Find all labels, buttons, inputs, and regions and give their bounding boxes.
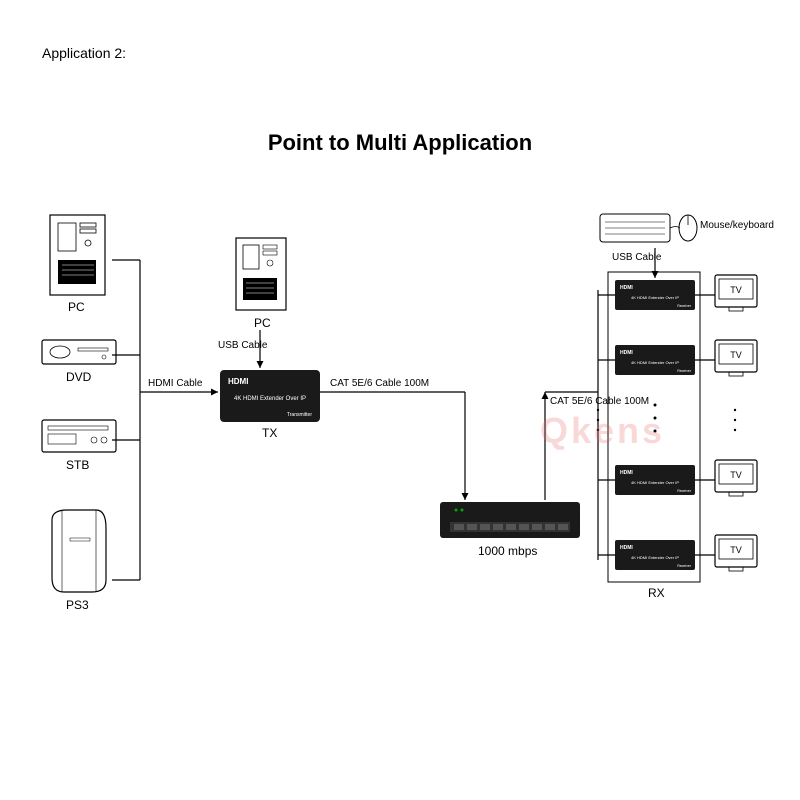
rx-label: RX	[648, 586, 665, 600]
svg-text:Receiver: Receiver	[677, 489, 692, 493]
svg-text:TV: TV	[730, 545, 742, 555]
hdmi-cable-label: HDMI Cable	[148, 378, 202, 389]
svg-text:Transmitter: Transmitter	[287, 412, 312, 418]
svg-text:4K HDMI Extender Over IP: 4K HDMI Extender Over IP	[631, 360, 679, 365]
switch-speed-label: 1000 mbps	[478, 544, 537, 558]
svg-text:TV: TV	[730, 350, 742, 360]
svg-text:4K HDMI Extender Over IP: 4K HDMI Extender Over IP	[631, 295, 679, 300]
connection-lines: HDMI 4K HDMI Extender Over IP Transmitte…	[0, 0, 800, 800]
svg-text:HDMI: HDMI	[228, 377, 248, 386]
application-label: Application 2:	[42, 45, 126, 61]
usb-cable-tx-label: USB Cable	[218, 340, 267, 351]
svg-text:4K HDMI Extender Over IP: 4K HDMI Extender Over IP	[631, 480, 679, 485]
diagram-title: Point to Multi Application	[0, 130, 800, 156]
svg-text:4K HDMI Extender Over IP: 4K HDMI Extender Over IP	[631, 555, 679, 560]
svg-text:Receiver: Receiver	[677, 304, 692, 308]
svg-text:TV: TV	[730, 470, 742, 480]
svg-text:HDMI: HDMI	[620, 470, 633, 476]
stb-source-label: STB	[66, 458, 89, 472]
ps3-source-label: PS3	[66, 598, 89, 612]
pc-tx-label: PC	[254, 316, 271, 330]
watermark-text: Qkens	[540, 410, 665, 452]
svg-text:4K HDMI Extender Over IP: 4K HDMI Extender Over IP	[234, 396, 306, 402]
cat-cable-left-label: CAT 5E/6 Cable 100M	[330, 378, 429, 389]
svg-text:TV: TV	[730, 285, 742, 295]
svg-text:HDMI: HDMI	[620, 545, 633, 551]
svg-text:Receiver: Receiver	[677, 369, 692, 373]
tx-label: TX	[262, 426, 277, 440]
svg-text:Receiver: Receiver	[677, 564, 692, 568]
cat-cable-right-label: CAT 5E/6 Cable 100M	[550, 396, 649, 407]
mouse-keyboard-label: Mouse/keyboard	[700, 220, 774, 231]
usb-cable-rx-label: USB Cable	[612, 252, 661, 263]
dvd-source-label: DVD	[66, 370, 91, 384]
svg-text:HDMI: HDMI	[620, 350, 633, 356]
svg-text:HDMI: HDMI	[620, 285, 633, 291]
pc-source-label: PC	[68, 300, 85, 314]
